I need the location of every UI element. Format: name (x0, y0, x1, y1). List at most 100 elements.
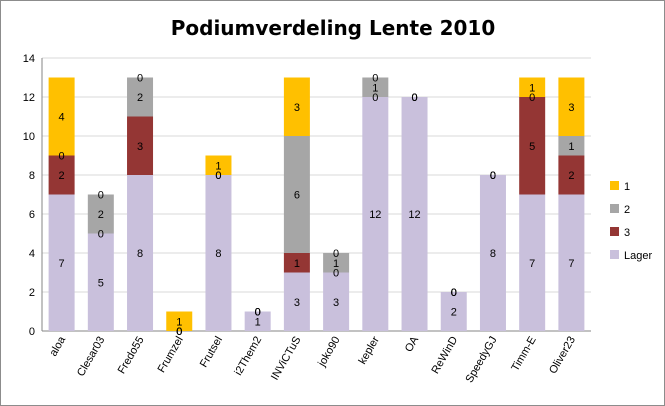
data-label: 1 (294, 258, 300, 270)
x-category-label: INViCTuS (269, 335, 304, 383)
x-category-label: Oliver23 (547, 335, 578, 376)
data-label: 3 (294, 102, 300, 114)
y-tick-label: 14 (23, 53, 35, 65)
bar-segment (323, 253, 350, 273)
y-tick-label: 0 (29, 326, 35, 338)
data-label: 0 (98, 190, 104, 202)
data-label: 3 (568, 102, 574, 114)
x-category-label: i2Them2 (232, 335, 264, 378)
bar-segment (283, 136, 310, 253)
y-tick-label: 10 (23, 131, 35, 143)
bar-segment (479, 175, 506, 331)
x-category-label: joko90 (316, 335, 343, 370)
data-label: 3 (137, 141, 143, 153)
data-label: 0 (255, 307, 261, 319)
data-label: 7 (59, 258, 65, 270)
data-label: 1 (568, 141, 574, 153)
data-label: 8 (490, 248, 496, 260)
bar-segment (48, 77, 75, 156)
data-label: 0 (411, 92, 417, 104)
legend-swatch (610, 250, 619, 259)
bar-segment (87, 233, 114, 331)
data-label: 4 (59, 112, 65, 124)
data-label: 7 (529, 258, 535, 270)
x-category-label: kepler (357, 334, 383, 366)
data-label: 0 (176, 326, 182, 338)
y-tick-label: 8 (29, 170, 35, 182)
bar-segment (323, 272, 350, 331)
data-label: 0 (176, 326, 182, 338)
data-label: 0 (215, 170, 221, 182)
bar-segment (205, 175, 232, 331)
bar-segment (519, 194, 546, 331)
bar-segment (362, 97, 389, 331)
bar-segment (48, 194, 75, 331)
data-label: 0 (411, 92, 417, 104)
bar-segment (558, 155, 585, 195)
x-category-label: Fredo55 (116, 335, 147, 376)
data-label: 0 (215, 170, 221, 182)
x-category-label: aloa (47, 334, 68, 359)
bar-segment (519, 77, 546, 97)
bar-segment (48, 155, 75, 195)
bar-segment (166, 311, 193, 331)
y-tick-label: 2 (29, 287, 35, 299)
legend-swatch (610, 204, 619, 213)
data-label: 0 (372, 73, 378, 85)
y-tick-label: 12 (23, 92, 35, 104)
data-label: 2 (98, 209, 104, 221)
data-label: 3 (294, 297, 300, 309)
data-label: 0 (137, 73, 143, 85)
bar-segment (127, 116, 154, 175)
data-label: 1 (215, 160, 221, 172)
data-label: 1 (529, 82, 535, 94)
bar-segment (401, 97, 428, 331)
data-label: 12 (408, 209, 420, 221)
x-axis: aloa Clesar03 Fredo55 Frumzel Frutsel i2Them2… (47, 334, 578, 385)
bar-segment (283, 272, 310, 331)
bar-segment (244, 311, 271, 331)
legend-swatch (610, 227, 619, 236)
data-label: 0 (372, 92, 378, 104)
data-label: 8 (137, 248, 143, 260)
data-label: 6 (294, 190, 300, 202)
bars (48, 77, 585, 331)
bar-segment (87, 194, 114, 234)
data-label: 0 (411, 92, 417, 104)
data-label: 0 (490, 170, 496, 182)
data-label: 2 (59, 170, 65, 182)
gridlines (41, 57, 591, 332)
data-label: 0 (59, 151, 65, 163)
data-label: 2 (137, 92, 143, 104)
data-label: 0 (98, 229, 104, 241)
bar-segment (362, 77, 389, 97)
data-label: 12 (369, 209, 381, 221)
bar-segment (127, 175, 154, 331)
x-category-label: SpeedyGJ (463, 335, 499, 385)
bar-segment (519, 97, 546, 195)
x-category-label: OA (403, 334, 422, 354)
legend-label: 2 (624, 204, 630, 216)
data-label: 0 (451, 287, 457, 299)
data-label: 5 (529, 141, 535, 153)
data-label: 0 (490, 170, 496, 182)
data-label: 0 (333, 268, 339, 280)
bar-segment (558, 194, 585, 331)
y-tick-label: 4 (29, 248, 35, 260)
data-label: 1 (333, 258, 339, 270)
data-label: 8 (215, 248, 221, 260)
bar-segment (205, 155, 232, 175)
data-label: 0 (333, 248, 339, 260)
data-label: 1 (176, 316, 182, 328)
legend: 1 2 3 Lager (610, 181, 652, 262)
data-label: 0 (529, 92, 535, 104)
data-label: 3 (333, 297, 339, 309)
x-category-label: Clesar03 (75, 335, 107, 379)
x-category-label: Frumzel (156, 335, 186, 375)
data-label: 0 (255, 307, 261, 319)
x-category-label: ReWinD (429, 334, 460, 376)
bar-segment (558, 77, 585, 136)
legend-label: Lager (624, 250, 652, 262)
